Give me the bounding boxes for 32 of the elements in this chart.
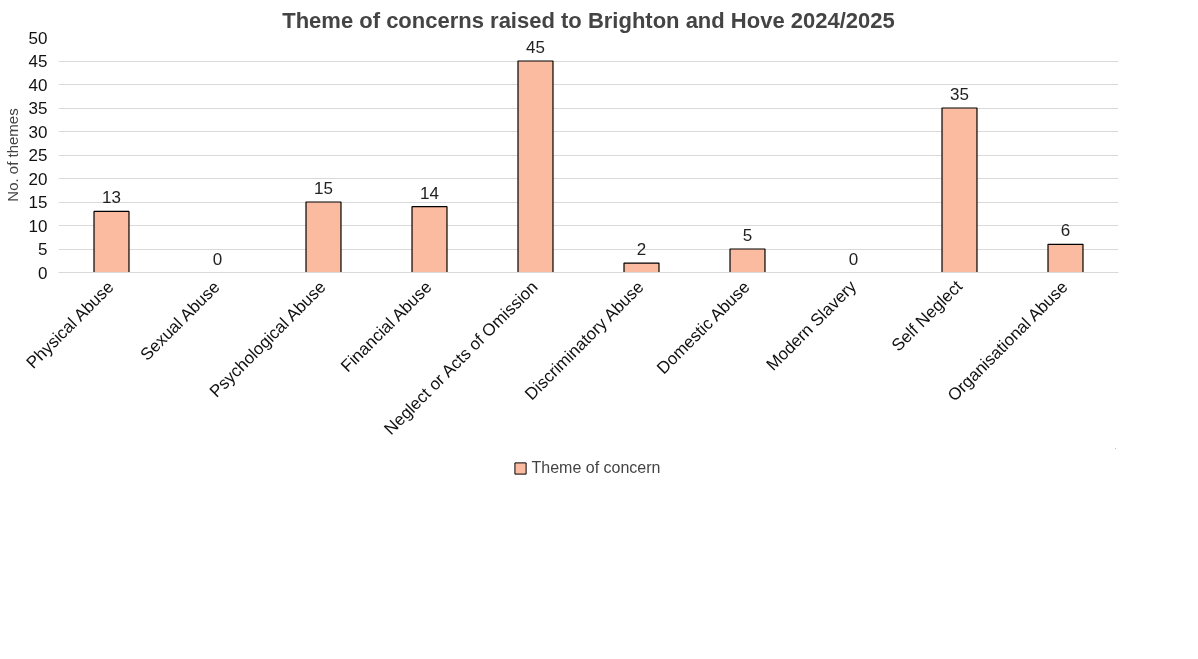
- bar: [941, 107, 978, 273]
- y-tick-label: 50: [28, 28, 48, 48]
- data-label: 5: [742, 226, 753, 245]
- y-tick-label: 10: [28, 216, 48, 236]
- y-tick-label: 20: [28, 169, 48, 189]
- data-label: 0: [848, 249, 859, 269]
- bar: [305, 201, 342, 273]
- bar: [517, 60, 554, 273]
- data-label: 0: [212, 249, 223, 269]
- y-tick-label: 40: [28, 75, 48, 95]
- data-label: 35: [950, 85, 969, 104]
- data-label: 13: [102, 188, 121, 208]
- y-tick-label: 15: [28, 193, 48, 212]
- data-label: 45: [526, 38, 545, 57]
- data-label: 2: [636, 240, 647, 260]
- bar: [729, 248, 766, 273]
- legend-label: Theme of concern: [531, 459, 661, 477]
- data-label: 6: [1060, 221, 1071, 241]
- bar: [93, 210, 130, 273]
- bar: [1047, 243, 1084, 273]
- y-tick-label: 45: [28, 52, 48, 71]
- y-tick-label: 30: [28, 122, 48, 142]
- chart-title: Theme of concerns raised to Brighton and Hove 2024/2025: [282, 7, 895, 33]
- y-axis-title: No. of themes: [3, 108, 21, 202]
- data-label: 15: [314, 179, 333, 198]
- y-tick-label: 25: [28, 146, 48, 165]
- y-tick-label: 5: [38, 240, 48, 259]
- data-label: 14: [420, 183, 439, 203]
- bar: [623, 262, 660, 273]
- y-tick-label: 35: [28, 99, 48, 118]
- bar: [411, 206, 448, 273]
- y-tick-label: 0: [38, 263, 48, 283]
